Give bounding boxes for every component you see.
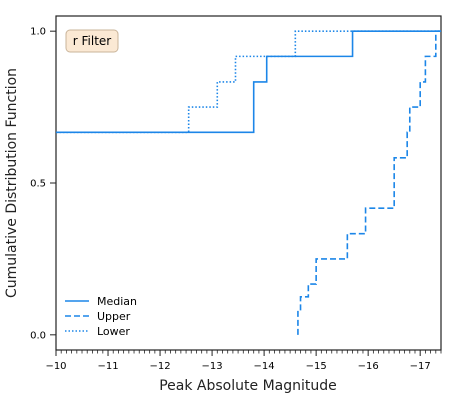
legend: Median Upper Lower <box>65 295 137 338</box>
series-layer <box>56 30 441 335</box>
x-tick-label: −12 <box>149 361 170 372</box>
legend-label-lower: Lower <box>97 325 130 338</box>
annotation-box: r Filter <box>65 29 119 53</box>
x-tick-label: −13 <box>202 361 223 372</box>
x-tick-label: −15 <box>306 361 327 372</box>
x-tick-label: −11 <box>97 361 118 372</box>
x-axis-label: Peak Absolute Magnitude <box>159 378 337 394</box>
legend-label-upper: Upper <box>97 310 131 323</box>
series-upper-line <box>297 30 441 335</box>
y-axis-label: Cumulative Distribution Function <box>4 68 20 298</box>
x-tick-label: −17 <box>410 361 431 372</box>
x-tick-label: −16 <box>358 361 379 372</box>
x-tick-label: −14 <box>254 361 275 372</box>
legend-label-median: Median <box>97 295 137 308</box>
series-median-line <box>56 30 441 134</box>
y-tick-label: 1.0 <box>30 27 46 38</box>
series-lower-line <box>56 30 441 134</box>
x-tick-label: −10 <box>45 361 66 372</box>
y-tick-label: 0.0 <box>30 330 46 341</box>
annotation-label: r Filter <box>73 34 112 48</box>
axis-ticks: −10 −11 −12 −13 −14 −15 −16 −17 0.0 0.5 1.0 <box>30 27 442 372</box>
y-tick-label: 0.5 <box>30 179 46 190</box>
annotation-background <box>65 29 119 53</box>
